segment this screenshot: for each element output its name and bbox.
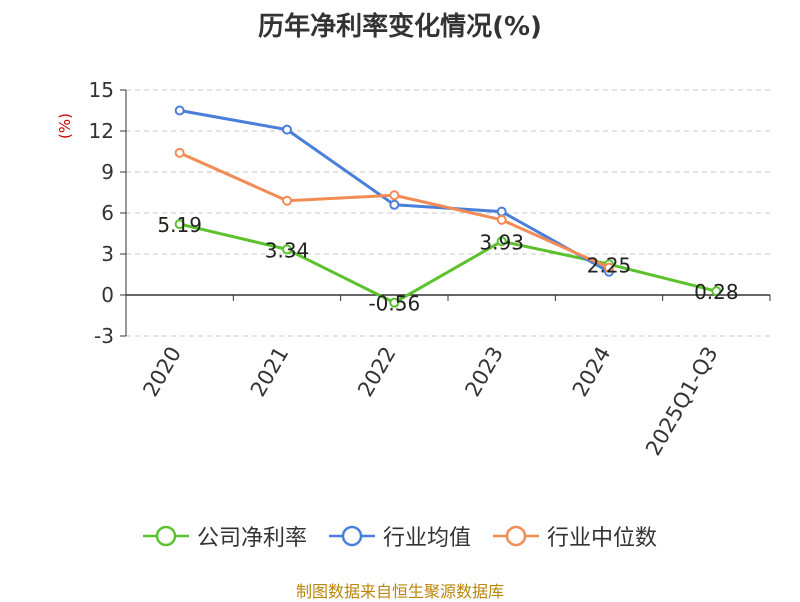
- x-tick-label: 2022: [353, 343, 401, 401]
- y-tick-label: 15: [89, 78, 114, 102]
- legend-item-2[interactable]: 行业中位数: [493, 520, 657, 552]
- source-note: 制图数据来自恒生聚源数据库: [295, 582, 504, 601]
- x-tick-label: 2021: [246, 343, 294, 401]
- data-label: 3.34: [265, 238, 310, 262]
- series-point-0: [496, 236, 507, 247]
- x-tick-label: 2023: [460, 342, 508, 400]
- series-point-2: [496, 214, 507, 225]
- x-tick-label: 2025Q1-Q3: [641, 343, 723, 460]
- y-tick-label: -3: [94, 324, 114, 348]
- data-label: 0.28: [694, 280, 739, 304]
- data-label: 5.19: [157, 213, 202, 237]
- data-label: -0.56: [368, 292, 420, 316]
- series-point-1: [174, 105, 185, 116]
- legend-label: 行业均值: [382, 526, 471, 551]
- series-point-0: [282, 244, 292, 255]
- x-tick-label: 2024: [568, 343, 616, 401]
- y-tick-label: 12: [89, 119, 114, 143]
- series-point-1: [282, 124, 292, 135]
- data-labels: 5.19 3.34 -0.56 3.93 2.25 0.28: [157, 213, 738, 316]
- legend-label: 公司净利率: [196, 526, 307, 551]
- series-point-1: [389, 199, 400, 210]
- y-tick-label: 3: [101, 242, 114, 266]
- legend-swatch-icon: [493, 525, 539, 547]
- series-point-0: [174, 219, 185, 230]
- series-line-0: [179, 222, 717, 305]
- legend-swatch-icon: [142, 525, 189, 547]
- legend-item-0[interactable]: 公司净利率: [142, 520, 307, 552]
- axes: -3 0 3 6 9 12 15 2020 2021 2022 2023 2024 2025Q1-Q3: [89, 78, 771, 460]
- data-label: 3.93: [479, 230, 524, 254]
- legend: 公司净利率 行业均值 行业中位数: [0, 518, 800, 554]
- series-point-0: [711, 286, 722, 297]
- x-tick-label: 2020: [138, 343, 186, 401]
- series-lines: [174, 105, 722, 308]
- legend-label: 行业中位数: [547, 526, 658, 551]
- series-point-1: [496, 206, 507, 217]
- legend-swatch-icon: [328, 525, 375, 547]
- series-point-2: [282, 195, 292, 206]
- y-tick-label: 9: [101, 160, 114, 184]
- series-point-2: [174, 147, 185, 158]
- legend-item-1[interactable]: 行业均值: [328, 520, 471, 552]
- series-point-0: [389, 297, 400, 308]
- chart-title: 历年净利率变化情况(%): [258, 12, 542, 42]
- y-tick-label: 0: [101, 283, 114, 307]
- y-tick-label: 6: [101, 201, 114, 225]
- series-point-2: [389, 190, 400, 201]
- data-label: 2.25: [587, 253, 632, 277]
- y-axis-label: (%): [56, 113, 74, 139]
- series-point-2: [604, 262, 614, 273]
